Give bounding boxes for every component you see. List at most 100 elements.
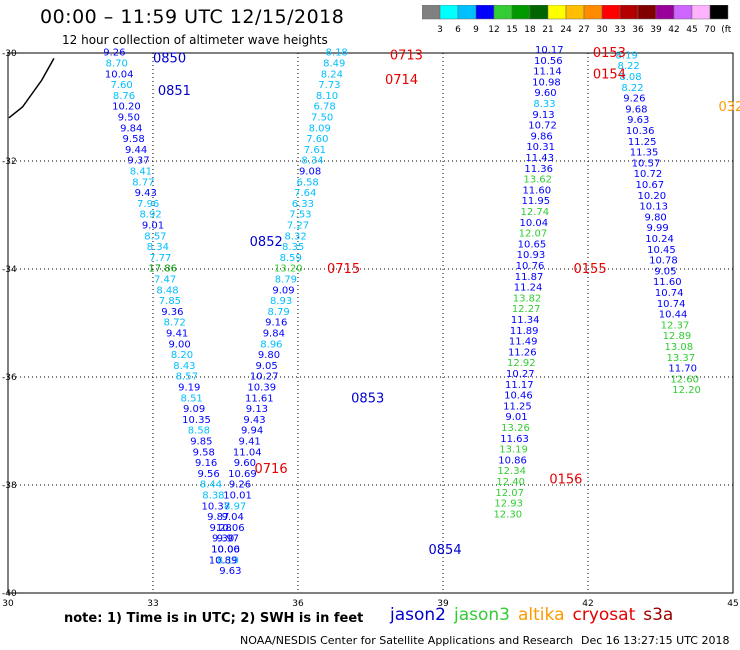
wave-height-value: 9.05 [654, 266, 676, 277]
wave-height-value: 7.64 [294, 188, 316, 199]
wave-height-value: 13.20 [274, 264, 303, 275]
wave-height-value: 8.44 [200, 480, 222, 491]
scale-tick-label: 9 [473, 25, 479, 35]
wave-height-value: 11.63 [500, 434, 529, 445]
pass-time-label: 0156 [549, 473, 582, 488]
wave-height-value: 9.00 [168, 339, 190, 350]
wave-height-value: 13.26 [501, 423, 530, 434]
wave-height-value: 8.48 [156, 285, 178, 296]
wave-height-value: 8.09 [309, 123, 331, 134]
wave-height-value: 10.17 [535, 45, 564, 56]
wave-height-value: 7.73 [318, 80, 340, 91]
latitude-label: -38 [2, 481, 17, 491]
wave-height-value: 9.41 [239, 437, 261, 448]
wave-height-value: 12.34 [497, 466, 526, 477]
wave-height-value: 9.63 [219, 566, 241, 577]
wave-height-value: 10.98 [532, 77, 561, 88]
scale-tick-label: 30 [596, 25, 608, 35]
wave-height-value: 8.38 [202, 491, 224, 502]
wave-height-value: 9.87 [207, 512, 229, 523]
wave-height-value: 9.09 [272, 285, 294, 296]
wave-height-value: 9.01 [505, 412, 527, 423]
pass-time-label: 0714 [385, 73, 418, 88]
wave-height-value: 10.72 [634, 169, 663, 180]
wave-height-value: 8.51 [181, 393, 203, 404]
wave-height-value: 8.96 [260, 339, 282, 350]
map-subtitle: 12 hour collection of altimeter wave hei… [62, 33, 328, 47]
wave-height-value: 9.86 [530, 131, 552, 142]
wave-height-value: 12.07 [495, 488, 524, 499]
wave-height-value: 9.58 [193, 447, 215, 458]
longitude-label: 42 [582, 599, 593, 609]
wave-height-value: 8.57 [176, 372, 198, 383]
wave-height-value: 9.16 [265, 318, 287, 329]
wave-height-value: 10.69 [228, 469, 257, 480]
wave-height-value: 11.14 [533, 67, 562, 78]
wave-height-value: 12.37 [661, 320, 690, 331]
wave-height-value: 9.30 [212, 534, 234, 545]
wave-height-value: 10.04 [520, 218, 549, 229]
wave-height-value: 13.37 [666, 353, 695, 364]
wave-height-value: 11.70 [668, 364, 697, 375]
wave-height-value: 9.43 [135, 188, 157, 199]
wave-height-value: 10.86 [498, 455, 527, 466]
wave-height-value: 10.39 [247, 383, 276, 394]
wave-height-value: 10.27 [250, 372, 279, 383]
wave-height-value: 10.44 [659, 310, 688, 321]
wave-height-value: 9.43 [243, 415, 265, 426]
wave-height-value: 10.76 [516, 261, 545, 272]
map-title: 00:00 – 11:59 UTC 12/15/2018 [40, 6, 345, 28]
pass-time-label: 0853 [351, 392, 384, 407]
wave-height-value: 10.37 [202, 501, 231, 512]
wave-height-value: 13.62 [523, 175, 552, 186]
wave-height-value: 7.27 [287, 221, 309, 232]
wave-height-value: 9.05 [255, 361, 277, 372]
wave-height-value: 8.92 [139, 210, 161, 221]
wave-height-value: 9.60 [534, 88, 556, 99]
scale-tick-label: 12 [488, 25, 499, 35]
scale-tick-label: 33 [614, 25, 625, 35]
latitude-label: -36 [2, 373, 17, 383]
wave-height-value: 8.49 [323, 59, 345, 70]
wave-height-value: 8.22 [621, 83, 643, 94]
wave-height-value: 12.40 [496, 477, 525, 488]
scale-tick-label: 18 [524, 25, 536, 35]
wave-height-value: 8.19 [616, 50, 638, 61]
scale-tick-label: 15 [506, 25, 517, 35]
wave-height-value: 10.45 [647, 245, 676, 256]
wave-height-value: 12.93 [494, 499, 523, 510]
wave-height-value: 9.80 [258, 350, 280, 361]
scale-tick-label: 70 [704, 25, 716, 35]
wave-height-value: 10.06 [211, 545, 240, 556]
wave-height-value: 6.78 [313, 102, 335, 113]
wave-height-value: 12.60 [670, 374, 699, 385]
wave-height-value: 7.47 [154, 275, 176, 286]
legend-entry-jason2: jason2 [390, 605, 446, 625]
wave-height-value: 9.50 [118, 113, 140, 124]
scale-tick-label: 21 [542, 25, 553, 35]
wave-height-value: 10.56 [534, 56, 563, 67]
legend-entry-cryosat: cryosat [572, 605, 636, 625]
wave-height-value: 10.89 [209, 555, 238, 566]
wave-height-value: 9.08 [299, 167, 321, 178]
footnote: note: 1) Time is in UTC; 2) SWH is in fe… [64, 611, 364, 626]
wave-height-value: 13.08 [665, 342, 694, 353]
pass-time-label: 0854 [429, 543, 462, 558]
wave-height-value: 13.19 [499, 445, 528, 456]
wave-height-value: 12.30 [493, 509, 522, 520]
wave-height-value: 11.43 [525, 153, 554, 164]
wave-height-value: 10.57 [632, 158, 661, 169]
wave-height-value: 10.20 [637, 191, 666, 202]
wave-height-value: 7.61 [304, 145, 326, 156]
wave-height-value: 8.97 [224, 501, 246, 512]
wave-height-value: 10.78 [649, 256, 678, 267]
wave-height-value: 11.25 [503, 401, 532, 412]
wave-height-value: 7.60 [306, 134, 328, 145]
wave-height-value: 10.72 [528, 121, 557, 132]
wave-height-value: 9.60 [234, 458, 256, 469]
wave-height-value: 8.33 [533, 99, 555, 110]
longitude-label: 45 [727, 599, 738, 609]
legend-entry-s3a: s3a [643, 605, 674, 625]
